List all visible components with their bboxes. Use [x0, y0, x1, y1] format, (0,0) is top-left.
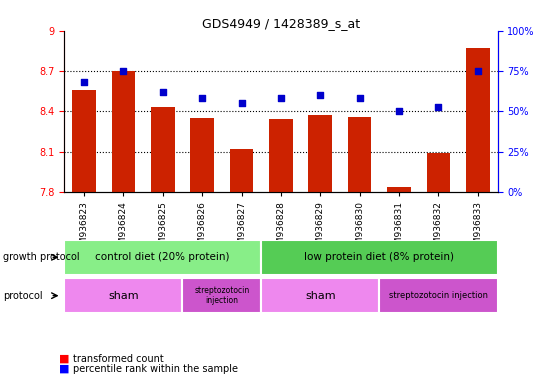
Text: ■: ■ [59, 354, 69, 364]
Bar [261, 240, 498, 275]
Bar [64, 240, 261, 275]
Bar [64, 278, 182, 313]
Bar [380, 278, 498, 313]
Text: ■: ■ [59, 364, 69, 374]
Point [158, 89, 167, 95]
Point [473, 68, 482, 74]
Point [198, 95, 207, 101]
Bar [190, 118, 214, 192]
Point [119, 68, 128, 74]
Point [277, 95, 286, 101]
Text: protocol: protocol [3, 291, 42, 301]
Bar [466, 48, 490, 192]
Bar [427, 153, 450, 192]
Point [316, 92, 325, 98]
Bar [72, 90, 96, 192]
Point [237, 100, 246, 106]
Text: streptozotocin injection: streptozotocin injection [389, 291, 488, 300]
Text: streptozotocin
injection: streptozotocin injection [194, 286, 249, 305]
Text: percentile rank within the sample: percentile rank within the sample [73, 364, 238, 374]
Point [395, 108, 404, 114]
Bar [269, 119, 293, 192]
Bar [261, 278, 380, 313]
Bar [309, 116, 332, 192]
Point [355, 95, 364, 101]
Text: sham: sham [108, 291, 139, 301]
Title: GDS4949 / 1428389_s_at: GDS4949 / 1428389_s_at [202, 17, 360, 30]
Bar [151, 108, 174, 192]
Text: growth protocol: growth protocol [3, 252, 79, 262]
Text: low protein diet (8% protein): low protein diet (8% protein) [304, 252, 454, 262]
Point [434, 103, 443, 109]
Bar [387, 187, 411, 192]
Point [79, 79, 88, 85]
Bar [230, 149, 253, 192]
Bar [112, 71, 135, 192]
Text: control diet (20% protein): control diet (20% protein) [96, 252, 230, 262]
Text: transformed count: transformed count [73, 354, 163, 364]
Bar [182, 278, 261, 313]
Bar [348, 117, 372, 192]
Text: sham: sham [305, 291, 335, 301]
